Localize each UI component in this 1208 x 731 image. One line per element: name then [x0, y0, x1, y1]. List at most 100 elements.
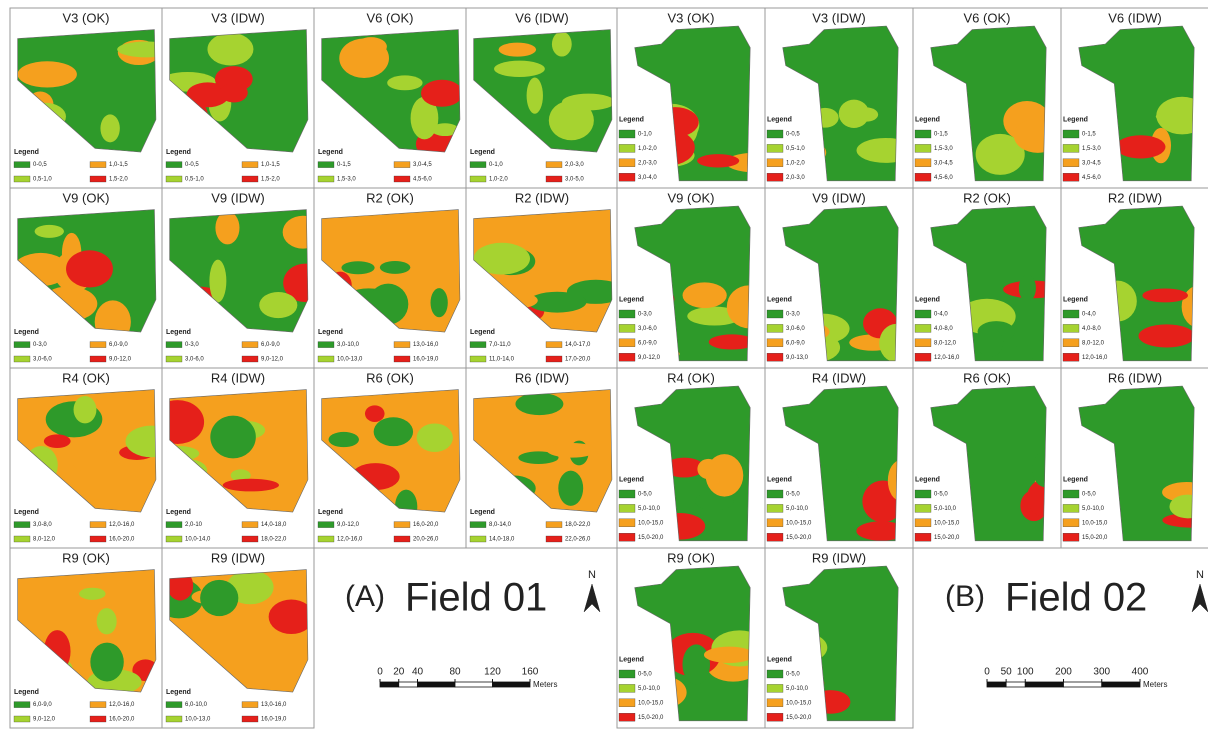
legend-label: 3,0-6,0	[185, 357, 204, 363]
map-zone	[18, 61, 77, 87]
legend-label: 15,0-20,0	[786, 715, 812, 721]
panel-title: V3 (IDW)	[812, 10, 865, 25]
legend-label: 5,0-10,0	[786, 506, 809, 512]
panel-title: R4 (IDW)	[211, 370, 265, 385]
legend-label: 6,0-9,0	[109, 342, 128, 348]
legend-swatch	[318, 522, 334, 528]
legend-title: Legend	[470, 329, 495, 336]
legend-swatch	[619, 490, 635, 498]
legend-title: Legend	[1063, 476, 1088, 483]
legend-swatch	[915, 159, 931, 167]
map-zone	[329, 432, 359, 447]
legend-swatch	[767, 310, 783, 318]
legend-swatch	[90, 522, 106, 528]
map-zone	[97, 608, 117, 634]
legend-label: 0-4,0	[1082, 312, 1096, 318]
legend-label: 7,0-11,0	[489, 342, 511, 348]
legend-title: Legend	[619, 476, 644, 483]
legend-title: Legend	[619, 116, 644, 123]
map-zone	[365, 405, 385, 422]
legend-swatch	[619, 504, 635, 512]
legend-label: 10,0-15,0	[1082, 520, 1108, 526]
legend-label: 8,0-12,0	[934, 340, 957, 346]
legend-label: 15,0-20,0	[1082, 535, 1108, 541]
legend-swatch	[242, 176, 258, 182]
map-zone	[220, 83, 248, 103]
map-zone	[706, 454, 744, 497]
map-zone	[682, 644, 710, 684]
legend-swatch	[14, 176, 30, 182]
legend-label: 1,0-2,0	[786, 160, 805, 166]
legend-title: Legend	[767, 296, 792, 303]
legend-swatch	[90, 162, 106, 168]
legend-label: 12,0-16,0	[337, 537, 363, 543]
figure: V3 (OK)Legend0-0,50,5-1,01,0-1,51,5-2,0V…	[0, 0, 1208, 731]
legend-swatch	[470, 356, 486, 362]
panel-title: V9 (IDW)	[211, 190, 264, 205]
legend-swatch	[619, 699, 635, 707]
scale-segment	[455, 682, 493, 687]
panel-title: V3 (OK)	[63, 10, 110, 25]
legend-label: 0-3,0	[33, 342, 47, 348]
map-zone	[431, 288, 448, 317]
legend-label: 3,0-8,0	[33, 522, 52, 528]
map-zone	[1116, 135, 1166, 158]
legend-label: 3,0-6,0	[33, 357, 52, 363]
legend-label: 1,0-1,5	[261, 162, 280, 168]
legend-label: 4,0-8,0	[1082, 326, 1101, 332]
legend-label: 18,0-22,0	[261, 537, 287, 543]
scale-label: 100	[1017, 667, 1034, 678]
legend-label: 2,0-3,0	[565, 162, 584, 168]
legend-label: 2,0-10	[185, 522, 203, 528]
legend-label: 15,0-20,0	[786, 535, 812, 541]
map-zone	[355, 37, 387, 56]
legend-swatch	[242, 536, 258, 542]
scale-segment	[1102, 682, 1140, 687]
legend-label: 3,0-5,0	[565, 177, 584, 183]
scale-unit: Meters	[1143, 680, 1167, 689]
scale-label: 40	[412, 667, 424, 678]
map-zone	[562, 94, 615, 111]
legend-swatch	[242, 522, 258, 528]
panel-title: R4 (OK)	[667, 370, 715, 385]
legend-swatch	[915, 353, 931, 361]
legend-label: 2,0-3,0	[786, 175, 805, 181]
legend-swatch	[90, 536, 106, 542]
map-zone	[1019, 275, 1036, 302]
panel-title: R4 (IDW)	[812, 370, 866, 385]
legend-label: 0-1,0	[638, 132, 652, 138]
legend-swatch	[1063, 310, 1079, 318]
legend-label: 12,0-16,0	[1082, 355, 1108, 361]
map-zone	[341, 261, 374, 274]
legend-title: Legend	[1063, 296, 1088, 303]
legend-swatch	[767, 130, 783, 138]
legend-swatch	[619, 713, 635, 721]
legend-swatch	[1063, 144, 1079, 152]
legend-swatch	[915, 144, 931, 152]
scale-label: 300	[1093, 667, 1110, 678]
legend-title: Legend	[915, 296, 940, 303]
legend-swatch	[767, 519, 783, 527]
legend-label: 1,5-2,0	[109, 177, 128, 183]
legend-label: 1,5-3,0	[934, 146, 953, 152]
legend-label: 8,0-12,0	[1082, 340, 1105, 346]
legend-swatch	[546, 522, 562, 528]
panel-title: R6 (IDW)	[1108, 370, 1162, 385]
map-zone	[374, 417, 413, 446]
panel-title: V9 (IDW)	[812, 190, 865, 205]
legend-label: 1,0-1,5	[109, 162, 128, 168]
legend-label: 3,0-6,0	[786, 326, 805, 332]
scale-segment	[1025, 682, 1063, 687]
legend-title: Legend	[915, 476, 940, 483]
legend-label: 13,0-16,0	[261, 702, 287, 708]
map-zone	[44, 434, 71, 448]
legend-label: 9,0-12,0	[638, 355, 661, 361]
legend-swatch	[546, 356, 562, 362]
map-zone	[90, 643, 123, 682]
legend-swatch	[166, 702, 182, 708]
legend-label: 0,5-1,0	[786, 146, 805, 152]
scale-segment	[380, 682, 399, 687]
legend-swatch	[619, 519, 635, 527]
panel-title: V9 (OK)	[668, 190, 715, 205]
legend-label: 22,0-26,0	[565, 537, 591, 543]
